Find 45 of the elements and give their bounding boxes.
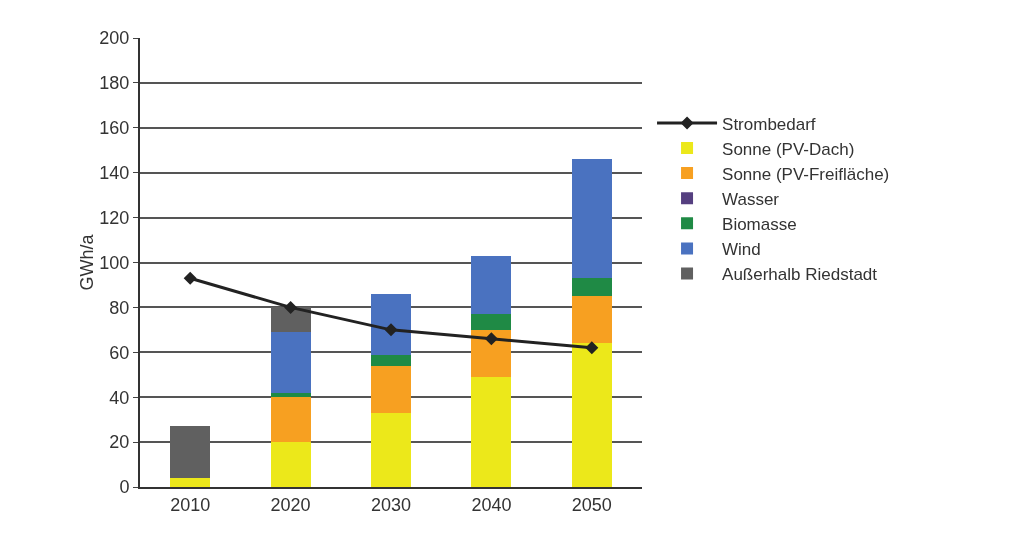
point <box>284 300 298 314</box>
point <box>585 341 599 355</box>
bar <box>270 332 311 393</box>
legend-label: Wasser <box>722 189 780 209</box>
bar <box>370 365 412 413</box>
point <box>384 323 398 337</box>
bar <box>571 343 612 487</box>
legend-label: Biomasse <box>722 214 797 234</box>
x-tick-label: 2050 <box>571 494 612 515</box>
y-tick-label: 0 <box>119 477 130 498</box>
bar <box>370 412 412 487</box>
bar <box>370 293 412 355</box>
y-tick-label: 60 <box>109 342 130 363</box>
x-tick-label: 2040 <box>471 494 512 515</box>
x-tick-label: 2030 <box>370 494 412 515</box>
point <box>183 271 197 285</box>
point <box>484 332 498 346</box>
y-tick-label: 100 <box>99 252 130 273</box>
y-tick-label: 20 <box>109 432 130 453</box>
bar <box>370 354 412 366</box>
legend-label: Sonne (PV-Freifläche) <box>722 164 890 184</box>
y-tick-label: 120 <box>99 207 130 228</box>
bar <box>471 255 512 315</box>
bar <box>270 442 311 487</box>
y-tick-label: 40 <box>109 387 130 408</box>
x-tick-label: 2010 <box>170 494 211 515</box>
y-axis-title: GWh/a <box>77 233 97 291</box>
bar <box>471 329 512 377</box>
bar <box>471 377 512 487</box>
legend-label: Strombedarf <box>722 114 816 134</box>
bar <box>571 159 612 279</box>
legend-label: Wind <box>722 240 761 260</box>
y-tick-label: 80 <box>109 297 130 318</box>
bar <box>170 478 211 487</box>
y-tick-label: 140 <box>99 163 130 183</box>
bar <box>471 314 512 330</box>
y-tick-label: 160 <box>99 118 130 139</box>
y-tick-label: 180 <box>99 73 130 94</box>
legend-label: Außerhalb Riedstadt <box>722 265 878 285</box>
x-tick-label: 2020 <box>270 494 311 515</box>
bar <box>270 397 311 443</box>
y-tick-label: 200 <box>99 28 130 49</box>
bar <box>571 278 612 297</box>
bar <box>571 296 612 344</box>
legend-label: Sonne (PV-Dach) <box>722 139 855 159</box>
